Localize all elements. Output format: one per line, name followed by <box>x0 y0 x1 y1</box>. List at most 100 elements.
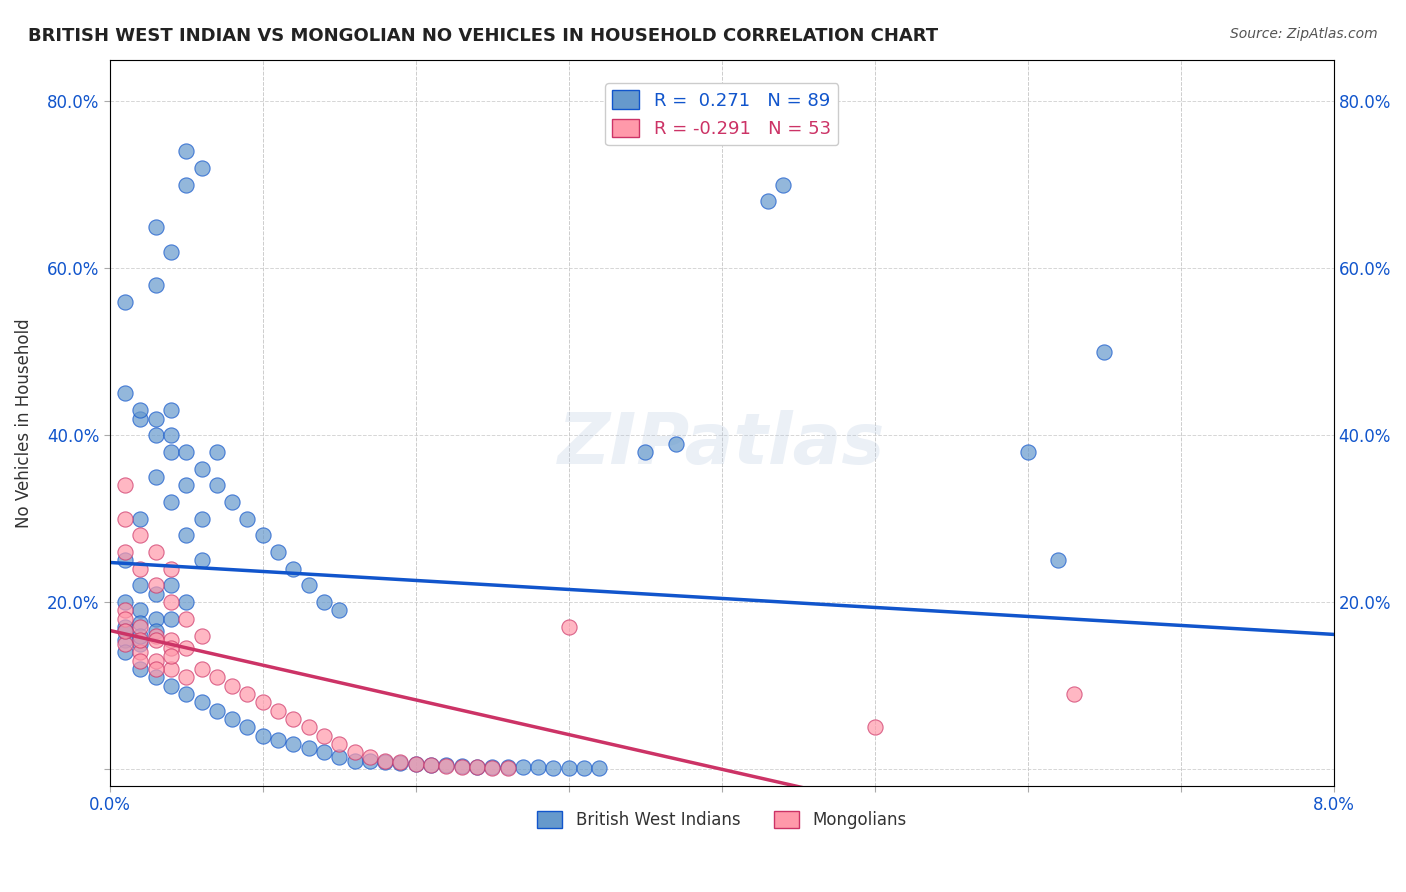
Point <box>359 754 381 768</box>
Point <box>267 704 290 718</box>
Point <box>190 461 212 475</box>
Point <box>160 632 183 647</box>
Point <box>374 754 396 768</box>
Point <box>496 761 519 775</box>
Point <box>665 436 688 450</box>
Point <box>145 470 167 484</box>
Point <box>312 745 335 759</box>
Legend: British West Indians, Mongolians: British West Indians, Mongolians <box>530 804 912 836</box>
Point <box>190 511 212 525</box>
Point <box>221 679 243 693</box>
Point <box>176 595 198 609</box>
Point <box>420 758 443 772</box>
Point <box>405 757 427 772</box>
Point <box>114 637 136 651</box>
Point <box>450 758 472 772</box>
Point <box>236 687 259 701</box>
Point <box>176 528 198 542</box>
Point <box>160 495 183 509</box>
Point <box>160 662 183 676</box>
Point <box>129 511 152 525</box>
Point <box>129 562 152 576</box>
Point <box>160 244 183 259</box>
Point <box>267 732 290 747</box>
Point <box>298 720 321 734</box>
Point <box>129 632 152 647</box>
Point <box>190 695 212 709</box>
Point <box>343 745 366 759</box>
Point <box>114 620 136 634</box>
Point <box>190 161 212 175</box>
Point <box>129 662 152 676</box>
Point <box>145 277 167 292</box>
Point <box>374 756 396 770</box>
Point <box>145 219 167 234</box>
Point <box>190 553 212 567</box>
Point <box>312 595 335 609</box>
Point <box>129 615 152 630</box>
Point <box>129 654 152 668</box>
Point <box>160 649 183 664</box>
Point <box>252 528 274 542</box>
Point <box>328 749 350 764</box>
Point <box>114 603 136 617</box>
Point <box>114 624 136 639</box>
Point <box>252 695 274 709</box>
Point <box>145 578 167 592</box>
Text: BRITISH WEST INDIAN VS MONGOLIAN NO VEHICLES IN HOUSEHOLD CORRELATION CHART: BRITISH WEST INDIAN VS MONGOLIAN NO VEHI… <box>28 27 938 45</box>
Point <box>756 194 779 209</box>
Point <box>1092 344 1115 359</box>
Point <box>176 641 198 656</box>
Point <box>176 687 198 701</box>
Point <box>129 628 152 642</box>
Point <box>176 670 198 684</box>
Point <box>205 670 228 684</box>
Point <box>114 612 136 626</box>
Point <box>190 628 212 642</box>
Point <box>405 757 427 772</box>
Point <box>283 712 305 726</box>
Point <box>145 428 167 442</box>
Point <box>205 478 228 492</box>
Point <box>512 760 534 774</box>
Point <box>145 628 167 642</box>
Point <box>634 445 657 459</box>
Point <box>283 562 305 576</box>
Point <box>343 754 366 768</box>
Point <box>1047 553 1070 567</box>
Point <box>389 756 412 770</box>
Point <box>114 632 136 647</box>
Point <box>160 578 183 592</box>
Point <box>420 758 443 772</box>
Text: Source: ZipAtlas.com: Source: ZipAtlas.com <box>1230 27 1378 41</box>
Point <box>176 178 198 192</box>
Point <box>160 562 183 576</box>
Point <box>160 612 183 626</box>
Point <box>129 578 152 592</box>
Point <box>129 411 152 425</box>
Point <box>205 445 228 459</box>
Point <box>160 445 183 459</box>
Point <box>160 403 183 417</box>
Point <box>114 386 136 401</box>
Point <box>114 511 136 525</box>
Point <box>129 403 152 417</box>
Point <box>1063 687 1085 701</box>
Point <box>221 495 243 509</box>
Point <box>221 712 243 726</box>
Point <box>450 759 472 773</box>
Point <box>359 749 381 764</box>
Point <box>328 737 350 751</box>
Point <box>114 478 136 492</box>
Point <box>176 612 198 626</box>
Point <box>772 178 794 192</box>
Point <box>145 654 167 668</box>
Point <box>236 720 259 734</box>
Point <box>527 760 550 774</box>
Point <box>465 759 488 773</box>
Point <box>481 761 503 775</box>
Point <box>129 528 152 542</box>
Point <box>114 545 136 559</box>
Point <box>481 759 503 773</box>
Point <box>114 553 136 567</box>
